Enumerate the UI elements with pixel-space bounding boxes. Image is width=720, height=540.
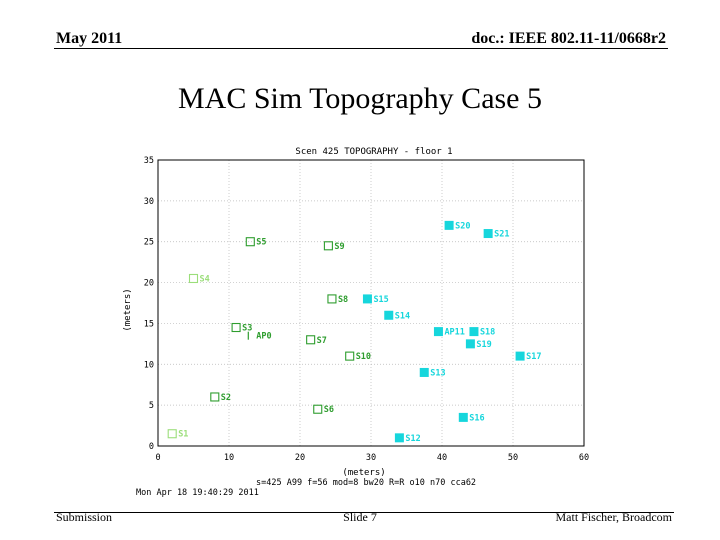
x-tick-label: 40	[437, 453, 447, 463]
point-s5	[245, 237, 255, 247]
point-label-s21: S21	[494, 230, 509, 240]
y-tick-label: 15	[144, 319, 154, 329]
plot-timestamp: Mon Apr 18 19:40:29 2011	[136, 488, 259, 498]
point-s12	[394, 433, 404, 443]
point-s17	[515, 351, 525, 361]
x-tick-label: 30	[366, 453, 376, 463]
x-tick-label: 50	[508, 453, 518, 463]
point-label-s5: S5	[256, 238, 266, 248]
point-label-s3: S3	[242, 324, 252, 334]
point-label-s4: S4	[200, 274, 210, 284]
sim-parameters: s=425 A99 f=56 mod=8 bw20 R=R o10 n70 cc…	[256, 478, 476, 488]
point-label-s19: S19	[476, 340, 491, 350]
point-s10	[345, 351, 355, 361]
point-label-s2: S2	[221, 393, 231, 403]
point-s16	[458, 412, 468, 422]
footer-slide-number: Slide 7	[343, 510, 377, 524]
point-label-s20: S20	[455, 221, 470, 231]
topography-chart: Scen 425 TOPOGRAPHY - floor 1 0 10 20 30 40 5…	[118, 140, 590, 502]
y-axis-label: (meters)	[123, 288, 133, 331]
point-label-s16: S16	[469, 413, 484, 423]
chart-title: Scen 425 TOPOGRAPHY - floor 1	[295, 147, 452, 157]
point-s6	[313, 404, 323, 414]
point-s21	[483, 229, 493, 239]
x-tick-label: 20	[295, 453, 305, 463]
x-tick-label: 60	[579, 453, 589, 463]
point-label-s9: S9	[334, 242, 344, 252]
point-s13	[419, 367, 429, 377]
point-s2	[210, 392, 220, 402]
point-s3	[231, 322, 241, 333]
y-tick-label: 35	[144, 156, 154, 166]
footer-submission: Submission	[56, 510, 113, 524]
footer-rule	[54, 512, 674, 513]
point-s7	[306, 335, 316, 345]
point-label-s14: S14	[395, 311, 410, 321]
plot-frame	[157, 159, 585, 447]
scatter-plot: Scen 425 TOPOGRAPHY - floor 1 0 10 20 30 40 5…	[123, 147, 589, 498]
point-s19	[465, 339, 475, 349]
x-tick-label: 10	[224, 453, 234, 463]
point-label-s13: S13	[430, 368, 445, 378]
header-doc-id: doc.: IEEE 802.11-11/0668r2	[471, 30, 666, 47]
y-tick-label: 0	[149, 442, 154, 452]
y-tick-label: 20	[144, 279, 154, 289]
x-tick-label: 0	[155, 453, 160, 463]
point-label-ap11: AP11	[444, 328, 464, 338]
point-s4	[188, 273, 199, 284]
point-label-s6: S6	[324, 405, 334, 415]
point-s8	[327, 294, 337, 304]
x-axis-label: (meters)	[342, 468, 385, 478]
point-s18	[469, 327, 479, 337]
point-label-s10: S10	[356, 352, 371, 362]
y-tick-label: 25	[144, 238, 154, 248]
point-label-s1: S1	[178, 430, 188, 440]
footer-author: Matt Fischer, Broadcom	[555, 510, 673, 524]
point-label-s18: S18	[480, 328, 495, 338]
point-s15	[362, 294, 372, 304]
header-date: May 2011	[56, 30, 123, 47]
point-label-s7: S7	[317, 336, 327, 346]
header-rule	[54, 48, 668, 49]
y-tick-label: 5	[149, 401, 154, 411]
point-ap11	[433, 327, 443, 337]
point-label-s8: S8	[338, 295, 348, 305]
y-tick-label: 10	[144, 360, 154, 370]
point-s20	[444, 220, 454, 230]
point-s9	[323, 241, 333, 251]
slide-title: MAC Sim Topography Case 5	[177, 82, 542, 115]
point-label-s12: S12	[405, 434, 420, 444]
point-label-s17: S17	[526, 352, 541, 362]
point-label-ap0: AP0	[256, 332, 271, 342]
y-tick-label: 30	[144, 197, 154, 207]
point-s1	[167, 429, 177, 439]
point-label-s15: S15	[373, 295, 388, 305]
point-s14	[384, 310, 394, 320]
